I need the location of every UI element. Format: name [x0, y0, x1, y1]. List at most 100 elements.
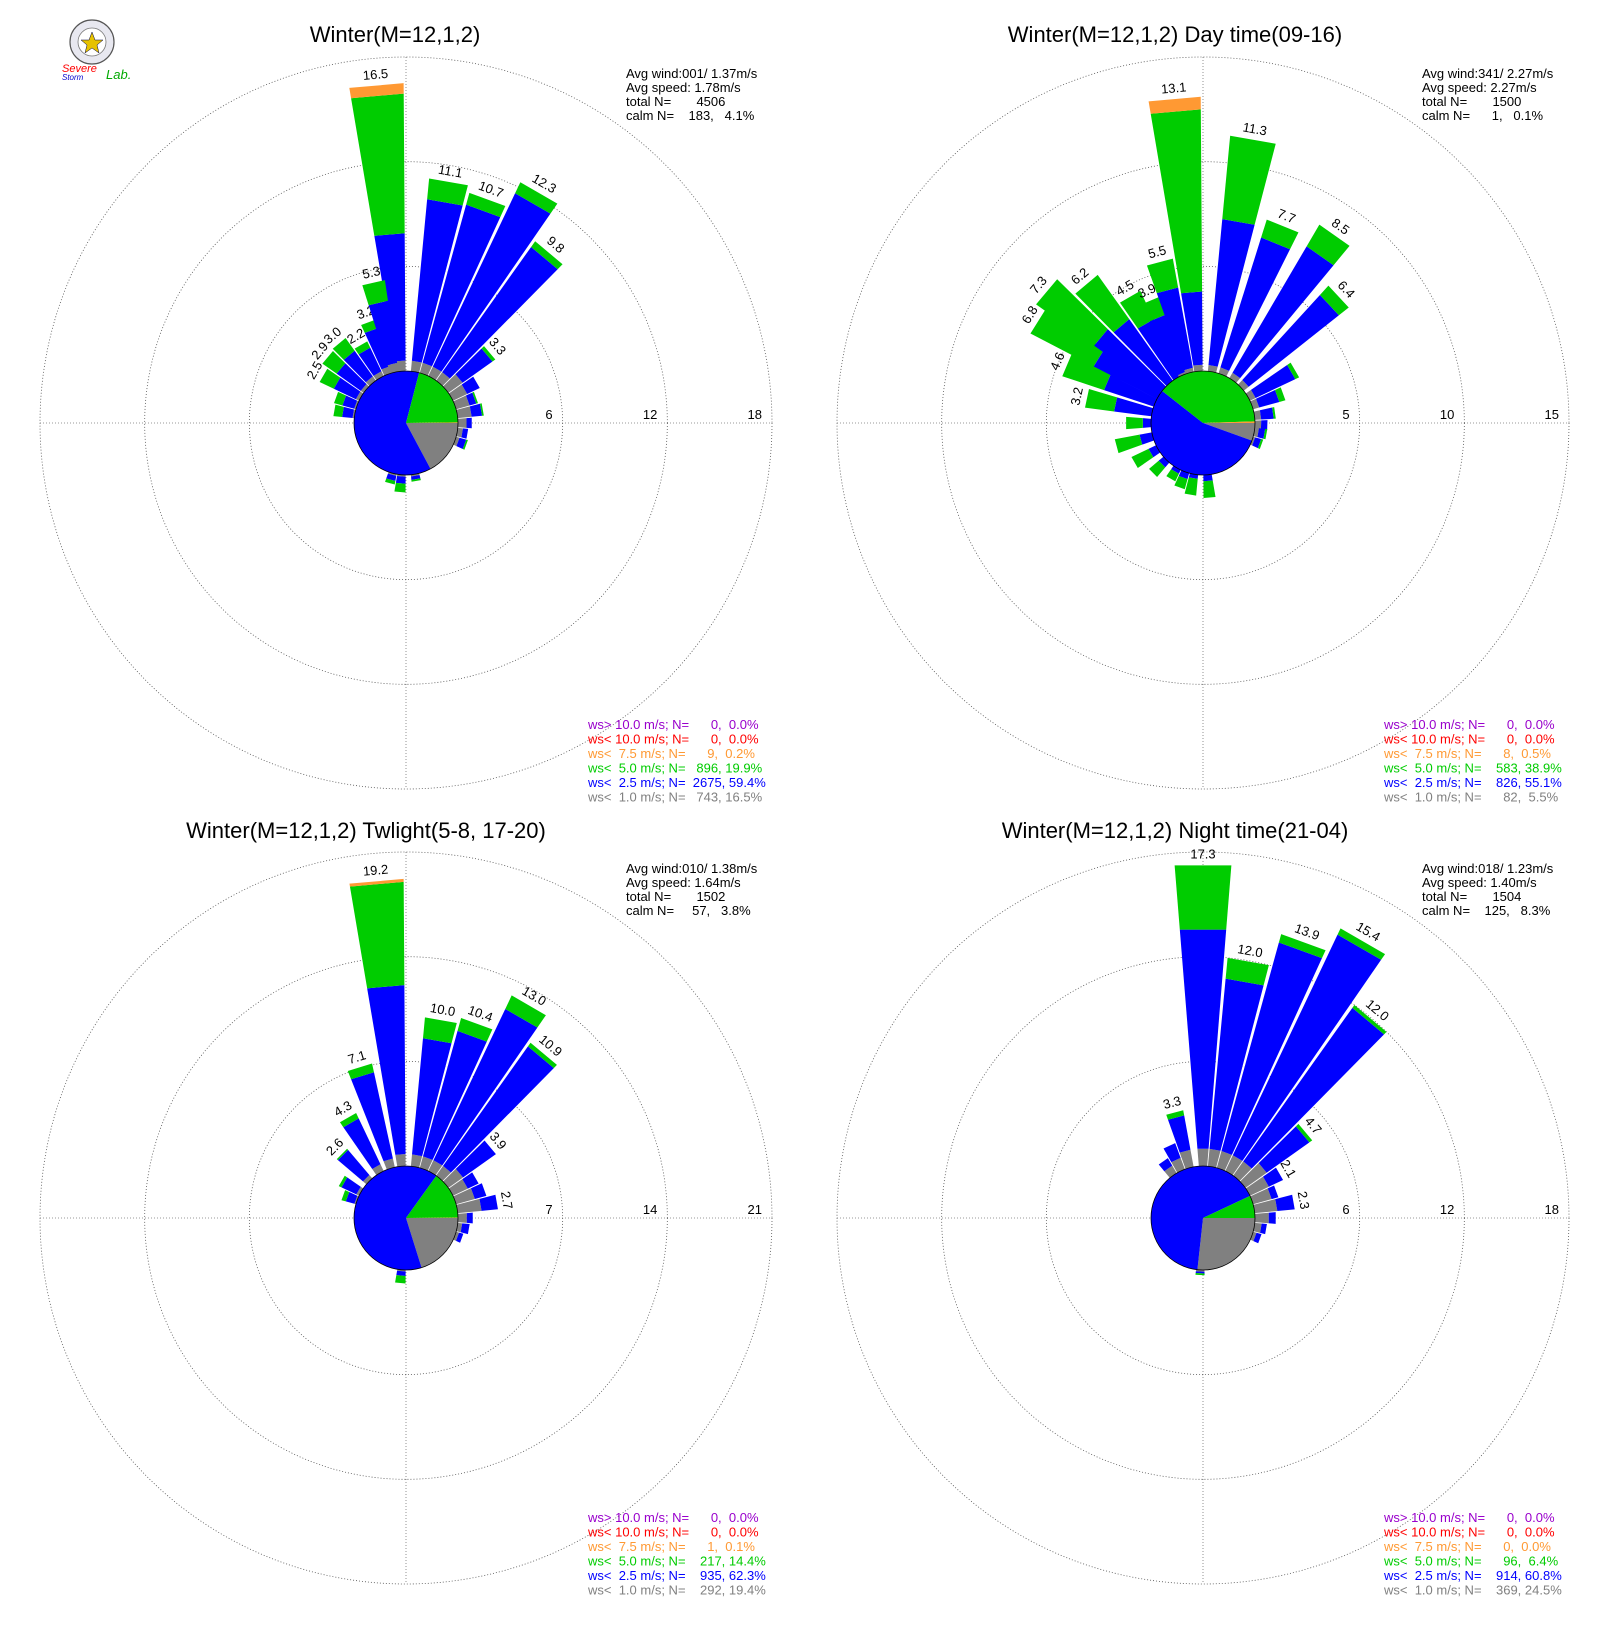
speed-pie-outline: [1150, 370, 1256, 476]
wind-bar-segment: [1166, 469, 1179, 482]
wind-bar-segment: [1158, 1158, 1173, 1172]
wind-bar-segment: [1242, 294, 1339, 387]
stats-line: Avg wind:018/ 1.23m/s: [1422, 861, 1554, 876]
wind-bar-segment: [319, 368, 341, 389]
wind-bar-segment: [1209, 978, 1264, 1151]
wind-bar-segment: [1245, 1176, 1269, 1196]
range-ring: [836, 851, 1570, 1585]
wind-bar-segment: [336, 1148, 349, 1161]
wind-bar-segment: [456, 406, 472, 419]
wind-bar-segment: [436, 372, 450, 386]
panel-title: Winter(M=12,1,2): [310, 22, 481, 47]
legend-entry: ws< 1.0 m/s; N= 82, 5.5%: [1383, 790, 1559, 805]
wind-bar-label: 12.0: [1236, 941, 1264, 960]
wind-bar-label: 7.7: [1275, 206, 1297, 227]
range-ring: [941, 161, 1465, 685]
wind-bar-segment: [337, 1149, 370, 1182]
wind-bar-segment: [351, 1072, 393, 1162]
wind-bar-segment: [453, 395, 470, 410]
wind-bar-segment: [461, 376, 480, 394]
stats-line: Avg wind:341/ 2.27m/s: [1422, 66, 1554, 81]
wind-bar-segment: [1252, 437, 1262, 449]
wind-bar-segment: [455, 1140, 496, 1178]
wind-bar-segment: [1272, 407, 1276, 419]
wind-bar-segment: [385, 478, 396, 485]
wind-bar-segment: [443, 1046, 554, 1173]
wind-bar-segment: [395, 475, 406, 484]
panel-title: Winter(M=12,1,2) Twlight(5-8, 17-20): [186, 818, 546, 843]
wind-bar-segment: [1229, 372, 1241, 383]
wind-bar-segment: [411, 478, 421, 482]
wind-bar-segment: [349, 83, 404, 99]
range-ring: [941, 956, 1465, 1480]
wind-bar-segment: [456, 427, 463, 438]
wind-bar-segment: [1238, 379, 1249, 391]
wind-bar-segment: [428, 366, 442, 381]
wind-bar-segment: [1275, 1194, 1295, 1211]
wind-bar-segment: [1193, 364, 1203, 372]
stats-line: Avg speed: 1.64m/s: [626, 875, 741, 890]
range-tick-label: 10: [1440, 407, 1454, 422]
wind-bar-segment: [1195, 1271, 1205, 1274]
range-tick-label: 18: [748, 407, 762, 422]
wind-bar-segment: [345, 1191, 358, 1204]
range-tick-label: 7: [545, 1202, 552, 1217]
wind-bar-label: 3.3: [1161, 1093, 1182, 1112]
wind-bar-segment: [1149, 460, 1166, 477]
wind-bar-segment: [1203, 480, 1216, 499]
wind-bar-segment: [462, 1172, 479, 1189]
wind-bar-segment: [1208, 219, 1255, 367]
wind-bar-segment: [411, 475, 421, 480]
wind-bar-segment: [1263, 428, 1268, 440]
wind-bar-label: 3.9: [1136, 280, 1159, 301]
logo-star-icon: [80, 31, 104, 54]
wind-bar-segment: [1207, 1148, 1221, 1168]
wind-bar-segment: [1139, 432, 1155, 445]
wind-bar-segment: [358, 347, 382, 376]
wind-bar-segment: [1184, 477, 1198, 496]
wind-bar-segment: [1295, 1123, 1313, 1143]
wind-bar-segment: [1250, 436, 1256, 446]
wind-bar-segment: [333, 377, 361, 400]
wind-bar-segment: [360, 384, 369, 393]
wind-bar-label: 5.5: [1146, 242, 1167, 261]
wind-bar-segment: [1075, 274, 1130, 333]
wind-bar-label: 7.1: [346, 1047, 368, 1067]
legend-entry: ws< 2.5 m/s; N= 826, 55.1%: [1383, 775, 1562, 790]
wind-bar-segment: [1250, 1188, 1272, 1205]
wind-bar-segment: [356, 1186, 364, 1196]
wind-bar-segment: [332, 337, 355, 360]
wind-bar-label: 17.3: [1190, 847, 1215, 862]
wind-bar-segment: [1225, 957, 1269, 986]
wind-bar-segment: [1062, 354, 1111, 391]
wind-bar-segment: [422, 1017, 457, 1044]
wind-bar-segment: [343, 350, 373, 383]
wind-bar-segment: [355, 391, 364, 401]
speed-pie-slice: [1203, 421, 1255, 423]
wind-bar-segment: [1260, 420, 1268, 431]
wind-bar-segment: [1158, 456, 1170, 468]
legend-entry: ws< 10.0 m/s; N= 0, 0.0%: [587, 732, 759, 747]
speed-pie-slice: [406, 422, 458, 423]
range-ring: [144, 161, 668, 685]
wind-bar-segment: [457, 1017, 493, 1042]
wind-bar-segment: [465, 392, 477, 406]
speed-pie-outline: [1150, 1165, 1256, 1271]
wind-bar-segment: [1149, 314, 1186, 376]
wind-bar-segment: [1222, 135, 1276, 225]
wind-bar-segment: [1093, 349, 1162, 400]
wind-bar-segment: [456, 1198, 482, 1214]
wind-bar-segment: [1137, 319, 1181, 381]
wind-bar-segment: [362, 280, 388, 306]
wind-bar-segment: [1163, 1143, 1181, 1163]
wind-bar-segment: [368, 300, 398, 366]
wind-bar-label: 10.0: [429, 1000, 457, 1019]
wind-bar-segment: [342, 395, 358, 409]
wind-bar-segment: [1166, 1110, 1185, 1120]
wind-bar-segment: [1114, 434, 1143, 454]
wind-bar-segment: [387, 362, 399, 374]
wind-bar-segment: [1216, 1151, 1232, 1171]
wind-bar-segment: [1126, 416, 1143, 430]
wind-bar-segment: [515, 182, 558, 214]
